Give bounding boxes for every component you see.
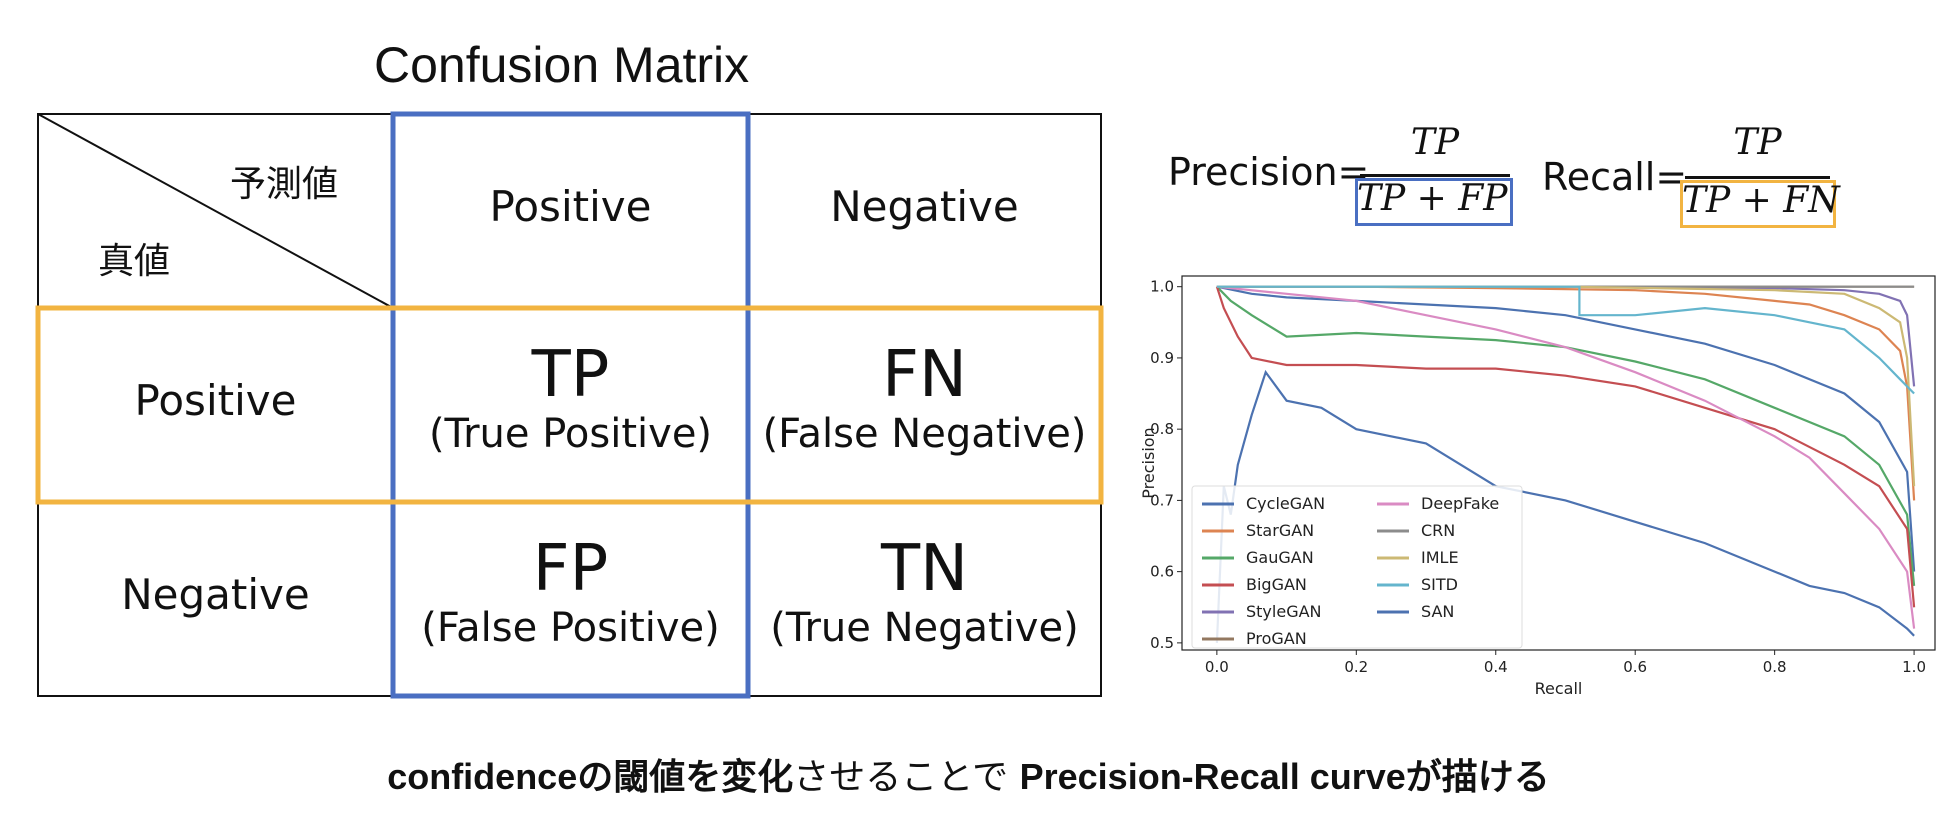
precision-denominator-box	[1355, 178, 1513, 226]
predicted-value-label: 予測値	[230, 164, 339, 205]
caption-part2: させることで	[793, 757, 1009, 798]
cell-tn-abbr: TN	[881, 532, 968, 606]
positive-column-highlight	[390, 111, 751, 699]
confusion-matrix-title: Confusion Matrix	[374, 37, 750, 93]
caption-part1: confidenceの閾値を変化	[387, 756, 794, 797]
series-line-cyclegan	[1216, 285, 1916, 572]
cell-fn-full: (False Negative)	[762, 411, 1087, 457]
recall-denominator-box	[1680, 180, 1836, 228]
cell-tp-abbr: TP	[531, 338, 610, 412]
y-tick-label: 0.7	[1150, 491, 1174, 509]
series-line-san	[1215, 369, 1915, 643]
row-header-negative: Negative	[121, 570, 310, 619]
recall-denominator: TP + FN	[1682, 180, 1840, 221]
legend-label-crn: CRN	[1421, 521, 1455, 540]
legend-label-stargan: StarGAN	[1246, 521, 1314, 540]
legend-label-deepfake: DeepFake	[1421, 494, 1499, 513]
y-tick-label: 0.9	[1150, 349, 1174, 367]
legend-label-gaugan: GauGAN	[1246, 548, 1314, 567]
legend-label-cyclegan: CycleGAN	[1246, 494, 1325, 513]
recall-numerator: TP	[1733, 122, 1782, 163]
x-axis-label: Recall	[1535, 679, 1583, 698]
actual-value-label: 真値	[98, 241, 171, 282]
x-tick-label: 0.8	[1763, 658, 1787, 676]
legend-label-sitd: SITD	[1421, 575, 1458, 594]
col-header-positive: Positive	[489, 182, 652, 231]
series-line-biggan	[1215, 286, 1916, 608]
recall-label: Recall=	[1542, 155, 1688, 199]
x-tick-label: 0.6	[1623, 658, 1647, 676]
row-header-positive: Positive	[134, 376, 297, 425]
positive-row-highlight	[35, 305, 1104, 505]
x-tick-label: 1.0	[1902, 658, 1926, 676]
series-line-sitd	[1216, 285, 1915, 395]
cell-tn-full: (True Negative)	[770, 605, 1079, 651]
y-axis-label: Precision	[1140, 427, 1158, 498]
precision-label: Precision=	[1168, 150, 1370, 194]
y-tick-label: 0.8	[1150, 420, 1174, 438]
recall-fraction-bar	[1685, 176, 1830, 179]
cell-fp-abbr: FP	[532, 532, 609, 606]
legend-label-san: SAN	[1421, 602, 1454, 621]
x-tick-label: 0.4	[1484, 658, 1508, 676]
legend-label-progan: ProGAN	[1246, 629, 1307, 648]
legend-label-stylegan: StyleGAN	[1246, 602, 1322, 621]
caption-part3: Precision-Recall curveが描ける	[1019, 756, 1550, 797]
cell-fp-full: (False Positive)	[421, 605, 720, 651]
series-line-stargan	[1216, 285, 1916, 501]
precision-numerator: TP	[1410, 122, 1460, 163]
series-line-imle	[1216, 285, 1916, 487]
precision-denominator: TP + FP	[1357, 178, 1508, 219]
col-header-negative: Negative	[830, 182, 1019, 231]
series-line-deepfake	[1216, 285, 1916, 629]
y-tick-label: 0.5	[1150, 634, 1174, 652]
corner-diagonal	[37, 113, 394, 309]
cell-fn: FN (False Negative)	[748, 340, 1101, 458]
x-tick-label: 0.0	[1205, 658, 1229, 676]
cell-fn-abbr: FN	[882, 338, 967, 412]
y-tick-label: 0.6	[1150, 563, 1174, 581]
cell-fp: FP (False Positive)	[393, 534, 748, 652]
caption: confidenceの閾値を変化させることで Precision-Recall …	[0, 748, 1937, 800]
cell-tp-full: (True Positive)	[428, 411, 713, 457]
y-tick-label: 1.0	[1150, 278, 1174, 296]
legend-box	[1191, 485, 1523, 649]
x-tick-label: 0.2	[1344, 658, 1368, 676]
cell-tp: TP (True Positive)	[393, 340, 748, 458]
legend-label-biggan: BigGAN	[1246, 575, 1307, 594]
legend-label-imle: IMLE	[1421, 548, 1459, 567]
precision-recall-chart: 0.0 0.2 0.4 0.6 0.8 1.0 0.5 0.6 0.7 0.8 0.9 1.0 Reca…	[1140, 275, 1936, 698]
cell-tn: TN (True Negative)	[748, 534, 1101, 652]
precision-fraction-bar	[1360, 174, 1510, 177]
